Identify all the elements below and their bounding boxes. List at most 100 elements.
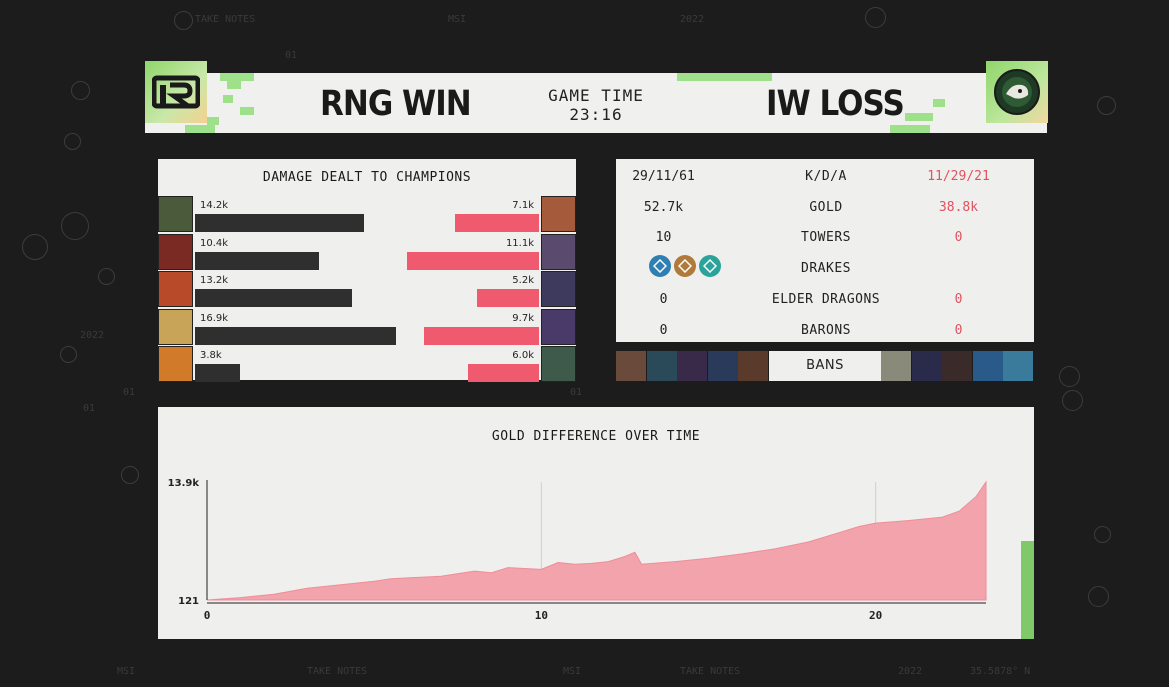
bg-circle bbox=[1088, 586, 1109, 607]
stat-row: 0 BARONS 0 bbox=[616, 323, 1034, 345]
damage-panel: DAMAGE DEALT TO CHAMPIONS 14.2k 10.4k 13… bbox=[158, 159, 576, 382]
x-tick-label: 10 bbox=[535, 609, 548, 622]
chart-title: GOLD DIFFERENCE OVER TIME bbox=[491, 429, 701, 444]
stat-label: DRAKES bbox=[801, 261, 851, 277]
bg-text: MSI bbox=[448, 14, 467, 25]
left-champion-portrait bbox=[158, 308, 193, 345]
left-stat: 0 bbox=[659, 322, 668, 338]
right-damage-bar bbox=[477, 289, 539, 307]
ocean-drake-icon bbox=[699, 255, 721, 277]
right-stat: 0 bbox=[954, 230, 963, 246]
mountain-drake-icon bbox=[674, 255, 696, 277]
left-damage-bar bbox=[195, 251, 319, 270]
left-ban-portrait bbox=[677, 351, 708, 381]
damage-title: DAMAGE DEALT TO CHAMPIONS bbox=[262, 170, 472, 185]
right-ban-portrait bbox=[1003, 351, 1034, 381]
left-damage-value: 13.2k bbox=[200, 275, 229, 286]
globe-icon bbox=[22, 234, 48, 260]
bg-text: TAKE NOTES bbox=[195, 14, 256, 25]
right-stat: 38.8k bbox=[938, 199, 979, 215]
game-time: GAME TIME 23:16 bbox=[530, 86, 662, 124]
right-champion-portrait bbox=[541, 346, 576, 382]
left-stat: 0 bbox=[659, 291, 668, 307]
right-ban-portrait bbox=[972, 351, 1003, 381]
globe-icon bbox=[61, 212, 89, 240]
bg-text: 2022 bbox=[898, 666, 923, 677]
match-header bbox=[145, 73, 1047, 133]
left-damage-bar bbox=[195, 364, 240, 382]
right-damage-bar bbox=[424, 326, 539, 345]
stats-panel: 29/11/61 K/D/A 11/29/21 52.7k GOLD 38.8k… bbox=[616, 159, 1034, 342]
left-ban-portrait bbox=[738, 351, 769, 381]
bg-text: 01 bbox=[83, 403, 96, 414]
bg-circle bbox=[865, 7, 886, 28]
bg-circle bbox=[1094, 526, 1111, 543]
y-tick-label: 121 bbox=[178, 596, 199, 607]
y-tick-label: 13.9k bbox=[168, 478, 200, 489]
bg-circle bbox=[121, 466, 139, 484]
right-champion-portrait bbox=[541, 308, 576, 345]
right-stat: 0 bbox=[954, 322, 963, 338]
bg-text: MSI bbox=[563, 666, 582, 677]
bg-circle bbox=[71, 81, 90, 100]
bg-circle bbox=[1097, 96, 1116, 115]
right-damage-value: 9.7k bbox=[512, 312, 534, 324]
pixel-decoration bbox=[1021, 541, 1034, 639]
rng-team-logo bbox=[145, 61, 207, 123]
left-stat: 52.7k bbox=[643, 199, 684, 215]
stat-row: 52.7k GOLD 38.8k bbox=[616, 200, 1034, 222]
left-damage-value: 3.8k bbox=[200, 350, 222, 361]
stat-row: 0 ELDER DRAGONS 0 bbox=[616, 292, 1034, 314]
left-damage-value: 16.9k bbox=[200, 312, 229, 324]
right-ban-portrait bbox=[881, 351, 911, 381]
x-tick-label: 20 bbox=[869, 609, 882, 622]
bg-text: MSI bbox=[117, 666, 136, 677]
right-ban-portrait bbox=[911, 351, 942, 381]
right-champion-portrait bbox=[541, 196, 576, 232]
right-stat: 11/29/21 bbox=[927, 169, 990, 184]
left-damage-bar bbox=[195, 326, 396, 345]
right-damage-bar bbox=[455, 214, 539, 232]
bg-circle bbox=[174, 11, 193, 30]
stat-label: K/D/A bbox=[805, 169, 847, 184]
stat-row: 29/11/61 K/D/A 11/29/21 bbox=[616, 169, 1034, 191]
bg-circle bbox=[64, 133, 81, 150]
right-damage-value: 7.1k bbox=[512, 200, 534, 211]
wildcats-logo-icon bbox=[994, 69, 1040, 115]
left-damage-value: 10.4k bbox=[200, 237, 229, 249]
right-team-result: IW LOSS bbox=[766, 83, 905, 125]
left-champion-portrait bbox=[158, 346, 193, 382]
bg-circle bbox=[60, 346, 77, 363]
bg-text: TAKE NOTES bbox=[307, 666, 368, 677]
right-damage-value: 6.0k bbox=[512, 350, 534, 361]
stat-label: GOLD bbox=[809, 199, 843, 215]
bg-circle bbox=[1059, 366, 1080, 387]
left-stat: 29/11/61 bbox=[632, 169, 695, 184]
gold-difference-chart: GOLD DIFFERENCE OVER TIME 13.9k 121 0 10 20 bbox=[158, 407, 1034, 639]
bg-text: 2022 bbox=[680, 14, 705, 25]
stat-row: DRAKES bbox=[616, 261, 1034, 283]
left-damage-bar bbox=[195, 289, 352, 307]
right-damage-value: 5.2k bbox=[512, 275, 534, 286]
left-champion-portrait bbox=[158, 233, 193, 270]
left-damage-bar bbox=[195, 214, 364, 232]
right-champion-portrait bbox=[541, 271, 576, 307]
left-damage-value: 14.2k bbox=[200, 200, 229, 211]
game-time-value: 23:16 bbox=[569, 105, 623, 124]
right-stat: 0 bbox=[954, 291, 963, 307]
bg-text: 35.5878° N bbox=[970, 666, 1031, 677]
bg-text: 2022 bbox=[80, 330, 105, 341]
gold-area-series bbox=[206, 480, 987, 601]
stat-row: 10 TOWERS 0 bbox=[616, 230, 1034, 252]
left-champion-portrait bbox=[158, 196, 193, 232]
game-time-label: GAME TIME bbox=[548, 86, 644, 105]
bg-text: TAKE NOTES bbox=[680, 666, 741, 677]
left-ban-portrait bbox=[707, 351, 738, 381]
right-damage-bar bbox=[407, 251, 539, 270]
gold-chart-svg: 13.9k 121 0 10 20 bbox=[168, 478, 987, 622]
x-tick-label: 0 bbox=[204, 609, 211, 622]
left-ban-portrait bbox=[646, 351, 677, 381]
stat-label: ELDER DRAGONS bbox=[771, 291, 881, 307]
bg-text: 01 bbox=[123, 387, 136, 398]
left-team-result: RNG WIN bbox=[320, 83, 472, 125]
